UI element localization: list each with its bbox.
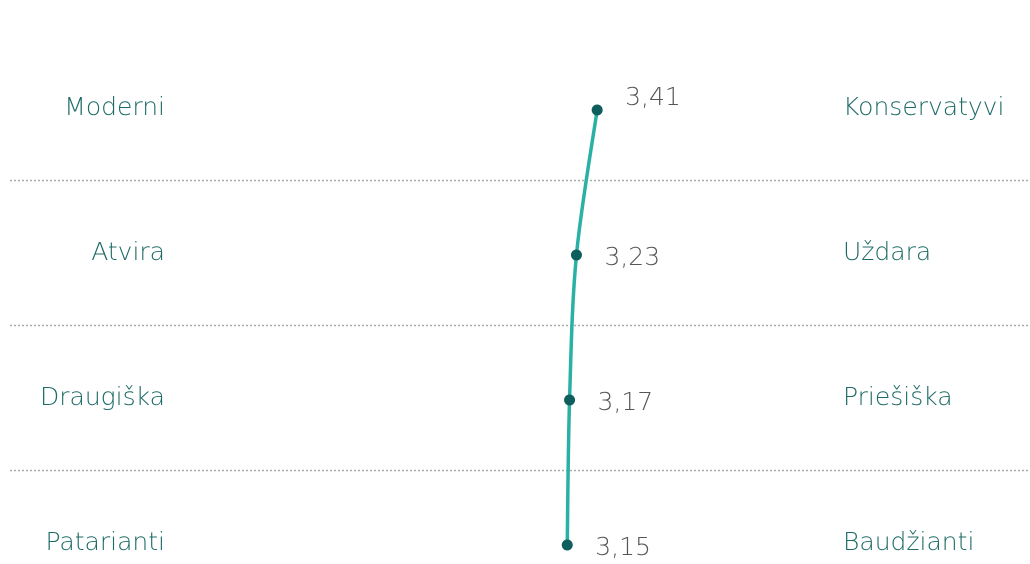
left-label: Patarianti	[45, 527, 165, 556]
line	[565, 109, 599, 546]
left-label: Draugiška	[40, 382, 165, 411]
marker	[564, 394, 576, 406]
value-label: 3,23	[604, 242, 660, 271]
marker	[591, 104, 603, 116]
left-label: Moderni	[64, 92, 165, 121]
right-label: Uždara	[843, 237, 931, 266]
right-label: Priešiška	[843, 382, 953, 411]
marker	[570, 249, 582, 261]
marker	[561, 539, 573, 551]
right-label: Baudžianti	[843, 527, 974, 556]
value-label: 3,41	[625, 82, 681, 111]
right-label: Konservatyvi	[843, 92, 1004, 121]
value-label: 3,17	[598, 387, 654, 416]
value-label: 3,15	[595, 532, 651, 561]
left-label: Atvira	[91, 237, 165, 266]
